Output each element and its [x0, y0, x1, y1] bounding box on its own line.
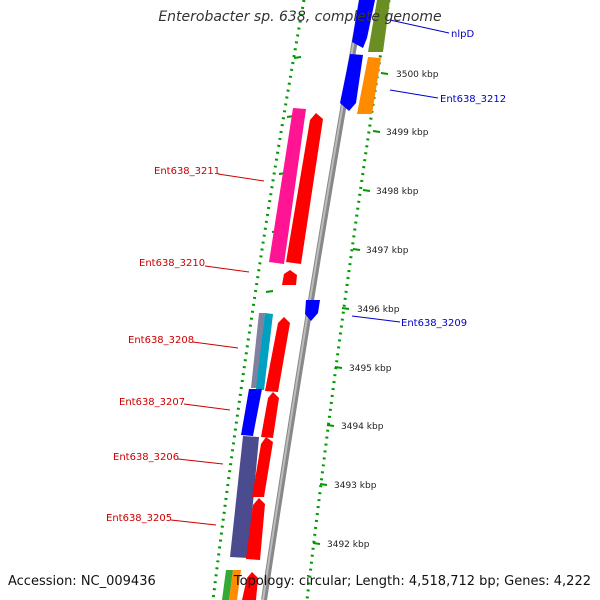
ruler-label-3493: 3493 kbp [334, 481, 377, 491]
gene-bottom-orange[interactable] [229, 570, 241, 600]
ruler-label-3495: 3495 kbp [349, 364, 392, 374]
ruler-label-3498: 3498 kbp [376, 187, 419, 197]
gene-ent638-3207-arrow[interactable] [261, 392, 279, 438]
ruler-label-3500: 3500 kbp [396, 70, 439, 80]
gene-ent638-3206-arrow[interactable] [252, 437, 273, 497]
gene-label-ent638-3210[interactable]: Ent638_3210 [139, 258, 205, 269]
gene-ent638-3208-block-b[interactable] [256, 313, 273, 390]
gene-ent638-3208-arrow[interactable] [265, 317, 290, 392]
genome-summary-text: Topology: circular; Length: 4,518,712 bp… [233, 574, 591, 589]
gene-label-ent638-3209[interactable]: Ent638_3209 [401, 318, 467, 329]
ruler-label-3494: 3494 kbp [341, 422, 384, 432]
gene-orange[interactable] [357, 57, 381, 114]
gene-label-ent638-3206[interactable]: Ent638_3206 [113, 452, 179, 463]
gene-ent638-3206-block[interactable] [230, 436, 259, 558]
forward-strand-genes [222, 108, 323, 600]
ruler-label-3499: 3499 kbp [386, 128, 429, 138]
gene-nlpD-arrow[interactable] [352, 0, 375, 48]
ruler-track-inner [211, 0, 306, 600]
gene-ent638-3212-arrow[interactable] [340, 54, 363, 111]
gene-ent638-3207-block[interactable] [241, 389, 262, 436]
gene-label-ent638-3207[interactable]: Ent638_3207 [119, 397, 185, 408]
ruler-label-3497: 3497 kbp [366, 246, 409, 256]
gene-label-nlpD[interactable]: nlpD [451, 29, 474, 40]
gene-bottom-red[interactable] [242, 572, 258, 600]
outer-ruler-ticks [312, 72, 389, 545]
map-title: Enterobacter sp. 638, complete genome [158, 9, 442, 25]
gene-label-ent638-3212[interactable]: Ent638_3212 [440, 94, 506, 105]
gene-bottom-green[interactable] [222, 570, 233, 600]
gene-ent638-3205-arrow[interactable] [246, 498, 265, 560]
ruler-label-3492: 3492 kbp [327, 540, 370, 550]
gene-label-ent638-3205[interactable]: Ent638_3205 [106, 513, 172, 524]
label-leaders [170, 19, 450, 526]
ruler-labels: 3500 kbp 3499 kbp 3498 kbp 3497 kbp 3496… [327, 70, 439, 550]
gene-ent638-3208-block-a[interactable] [251, 313, 265, 388]
gene-ent638-3211-block[interactable] [269, 108, 306, 264]
gene-ent638-3210-arrow[interactable] [282, 270, 297, 285]
gene-top-green[interactable] [368, 0, 390, 52]
ruler-label-3496: 3496 kbp [357, 305, 400, 315]
gene-labels: nlpD Ent638_3212 Ent638_3211 Ent638_3210… [106, 29, 506, 524]
accession-text: Accession: NC_009436 [8, 574, 156, 589]
gene-ent638-3209-arrow[interactable] [305, 300, 320, 321]
reverse-strand-genes [305, 0, 390, 321]
gene-ent638-3211-arrow[interactable] [286, 113, 323, 264]
gene-label-ent638-3208[interactable]: Ent638_3208 [128, 335, 194, 346]
gene-label-ent638-3211[interactable]: Ent638_3211 [154, 166, 220, 177]
